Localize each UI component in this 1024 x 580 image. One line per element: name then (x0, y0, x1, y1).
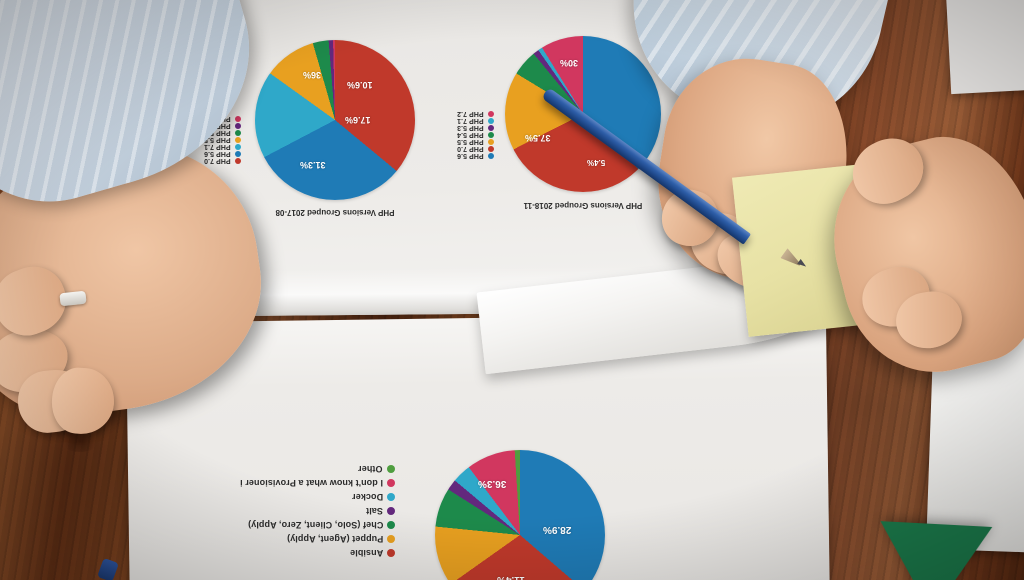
legend-label: PHP 5.6 (457, 152, 484, 159)
legend-swatch-icon (387, 549, 395, 557)
legend-label: PHP 7.0 (457, 145, 484, 152)
legend-swatch-icon (387, 507, 395, 515)
legend-label: PHP 7.0 (204, 157, 231, 164)
legend-item[interactable]: PHP 5.5 (165, 136, 241, 143)
slice-label-php55: 10.6% (347, 80, 373, 90)
pie-graphic (435, 450, 605, 580)
legend-label: Chef (Solo, Client, Zero, Apply) (247, 520, 383, 530)
green-set-square[interactable] (875, 521, 993, 580)
pie-chart-provisioners: 36.3% 28.9% 11.4% Other I don't know wha… (240, 440, 635, 580)
legend-item[interactable]: PHP 5.4 (418, 131, 494, 138)
chart-title: PHP Versions Grouped 2018-11 (523, 201, 643, 210)
legend-label: I don't know what a Provisioner i (240, 478, 383, 488)
legend-swatch-icon (387, 521, 395, 529)
legend-item[interactable]: PHP 5.6 (418, 152, 494, 159)
pie-chart-php-2017: 36% 31.3% 17.6% 10.6% PHP Versions Group… (200, 20, 460, 220)
legend-item[interactable]: Other (150, 462, 395, 476)
legend-item[interactable]: PHP 7.0 (165, 157, 241, 164)
ring (59, 290, 87, 307)
legend-swatch-icon (235, 129, 241, 136)
legend-swatch-icon (488, 110, 494, 117)
chart-legend: PHP 7.2 PHP 7.1 PHP 5.3 PHP 5.4 PHP 5.5 … (418, 110, 494, 159)
slice-label-php71: 17.6% (345, 115, 371, 125)
legend-item[interactable]: Chef (Solo, Client, Zero, Apply) (150, 518, 395, 532)
legend-swatch-icon (488, 124, 494, 131)
legend-swatch-icon (235, 115, 241, 122)
chart-legend: Other I don't know what a Provisioner i … (150, 462, 395, 560)
legend-item[interactable]: PHP 7.0 (418, 145, 494, 152)
legend-swatch-icon (235, 150, 241, 157)
legend-swatch-icon (235, 136, 241, 143)
legend-swatch-icon (235, 143, 241, 150)
slice-label-ansible: 28.9% (543, 524, 572, 535)
legend-swatch-icon (387, 535, 395, 543)
legend-item[interactable]: PHP 7.1 (418, 117, 494, 124)
legend-label: PHP 7.1 (457, 117, 484, 124)
legend-label: PHP 7.1 (204, 143, 231, 150)
legend-swatch-icon (488, 131, 494, 138)
slice-label-php56: 37.5% (525, 133, 551, 143)
legend-swatch-icon (387, 479, 395, 487)
legend-item[interactable]: Ansible (150, 546, 395, 560)
slice-label-php54: 5.4% (587, 158, 606, 167)
legend-item[interactable]: PHP 7.1 (165, 143, 241, 150)
paper-sheet-upper-right[interactable] (944, 0, 1024, 95)
legend-label: PHP 5.5 (457, 138, 484, 145)
legend-label: Other (358, 464, 383, 474)
legend-label: PHP 7.2 (457, 110, 484, 117)
legend-item[interactable]: PHP 5.3 (165, 122, 241, 129)
legend-label: PHP 5.3 (457, 124, 484, 131)
legend-label: PHP 5.6 (204, 150, 231, 157)
legend-item[interactable]: PHP 7.2 (418, 110, 494, 117)
legend-swatch-icon (488, 117, 494, 124)
legend-item[interactable]: I don't know what a Provisioner i (150, 476, 395, 490)
slice-label-php70: 36% (303, 70, 322, 80)
legend-item[interactable]: PHP 5.3 (418, 124, 494, 131)
legend-item[interactable]: PHP 7.2 (165, 115, 241, 122)
legend-item[interactable]: PHP 5.6 (165, 150, 241, 157)
legend-item[interactable]: PHP 5.4 (165, 129, 241, 136)
wood-grain-knot (60, 430, 100, 452)
slice-label-php56: 31.3% (300, 160, 326, 170)
legend-label: PHP 5.4 (457, 131, 484, 138)
chart-title: PHP Versions Grouped 2017-08 (275, 208, 395, 217)
legend-item[interactable]: Puppet (Agent, Apply) (150, 532, 395, 546)
legend-item[interactable]: Salt (150, 504, 395, 518)
chart-legend: PHP 7.2 PHP 5.3 PHP 5.4 PHP 5.5 PHP 7.1 … (165, 115, 241, 164)
legend-swatch-icon (387, 465, 395, 473)
legend-label: Ansible (349, 548, 383, 558)
legend-swatch-icon (488, 138, 494, 145)
pie-graphic (255, 40, 415, 200)
legend-label: Salt (366, 506, 383, 516)
legend-swatch-icon (387, 493, 395, 501)
legend-swatch-icon (488, 145, 494, 152)
legend-item[interactable]: Docker (150, 490, 395, 504)
slice-label-other: 36.3% (478, 478, 507, 489)
legend-swatch-icon (235, 157, 241, 164)
legend-label: Docker (351, 492, 383, 502)
legend-swatch-icon (488, 152, 494, 159)
slice-label-php70: 30% (560, 58, 579, 68)
legend-item[interactable]: PHP 5.5 (418, 138, 494, 145)
legend-label: Puppet (Agent, Apply) (286, 534, 383, 544)
legend-swatch-icon (235, 122, 241, 129)
slice-label-puppet: 11.4% (497, 574, 525, 580)
